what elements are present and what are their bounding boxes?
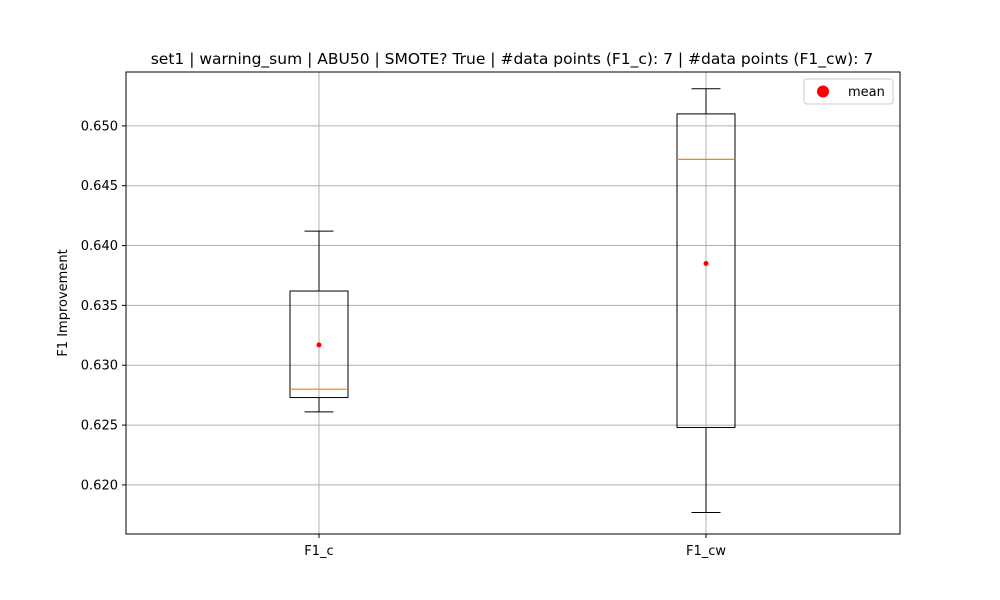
x-tick-label: F1_c [304, 544, 333, 559]
box-f1-cw [676, 88, 736, 513]
y-tick-label: 0.650 [81, 119, 118, 134]
y-tick-label: 0.630 [81, 359, 118, 374]
x-tick-label: F1_cw [686, 544, 726, 559]
y-tick-label: 0.640 [81, 239, 118, 254]
chart-title: set1 | warning_sum | ABU50 | SMOTE? True… [151, 50, 874, 69]
mean-marker [316, 342, 322, 348]
y-tick-label: 0.635 [81, 299, 118, 314]
legend-mean-marker [817, 85, 829, 98]
box-layer [289, 88, 736, 513]
legend-frame [803, 78, 894, 105]
y-tick-label: 0.620 [81, 478, 118, 493]
legend-mean-label: mean [848, 85, 885, 100]
legend: mean [803, 78, 894, 105]
y-axis-label: F1 Improvement [56, 249, 71, 356]
box-f1-c [289, 230, 349, 413]
iqr-box [289, 290, 349, 399]
y-tick-label: 0.625 [81, 419, 118, 434]
plot-frame [125, 71, 901, 535]
mean-marker [703, 261, 709, 267]
iqr-box [676, 113, 736, 428]
grid-layer [126, 72, 900, 534]
y-tick-label: 0.645 [81, 179, 118, 194]
axis-layer: 0.620 0.625 0.630 0.635 0.640 0.645 0.650 F1_c F… [81, 71, 901, 559]
